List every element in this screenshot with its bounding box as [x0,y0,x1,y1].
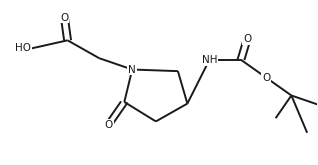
Text: O: O [262,73,270,83]
Text: O: O [60,13,69,23]
Text: HO: HO [15,43,31,53]
Text: NH: NH [202,55,217,65]
Text: O: O [104,120,113,130]
Text: O: O [243,34,252,44]
Text: N: N [128,65,136,75]
